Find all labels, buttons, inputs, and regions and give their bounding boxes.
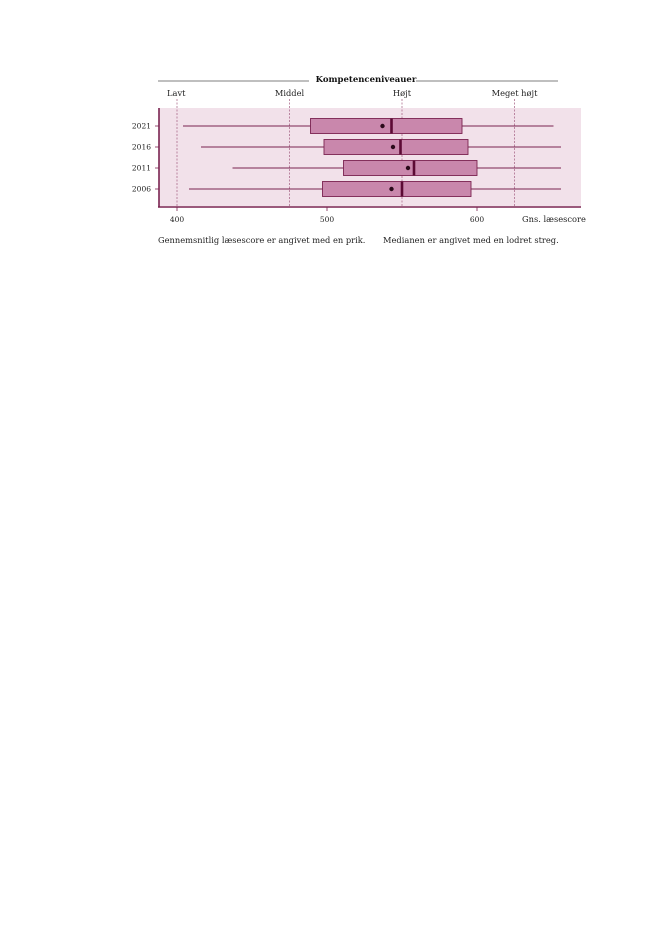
box-2006 — [189, 181, 561, 197]
x-tick-label: 400 — [170, 215, 185, 224]
y-tick-label: 2011 — [132, 164, 151, 173]
mean-dot — [390, 144, 396, 150]
x-axis-title: Gns. læsescore — [522, 214, 586, 224]
box-iqr — [322, 181, 472, 197]
mean-dot — [380, 123, 385, 129]
box-iqr — [343, 160, 478, 176]
box-iqr — [323, 139, 469, 155]
x-tick-label: 600 — [470, 215, 485, 224]
caption-mean-note: Gennemsnitlig læsescore er angivet med e… — [158, 235, 366, 245]
box-2021 — [183, 118, 554, 134]
competence-level-label: Lavt — [167, 88, 186, 98]
x-tick-label: 500 — [320, 215, 335, 224]
box-2011 — [232, 160, 561, 176]
caption-median-note: Medianen er angivet med en lodret streg. — [383, 235, 559, 245]
y-tick-label: 2006 — [132, 185, 151, 194]
y-tick-label: 2016 — [132, 143, 151, 152]
competence-level-label: Meget højt — [492, 88, 539, 98]
boxplot-chart: Kompetenceniveauer Lavt Middel Højt Meget h… — [132, 75, 586, 224]
y-tick-label: 2021 — [132, 122, 151, 131]
chart-title: Kompetenceniveauer — [316, 75, 417, 85]
mean-dot — [405, 165, 411, 171]
y-axis-ticks: 2021 2016 2011 2006 — [132, 122, 159, 194]
mean-dot — [389, 186, 394, 192]
box-iqr — [310, 118, 463, 134]
box-2016 — [201, 139, 561, 155]
competence-level-label: Middel — [275, 88, 305, 98]
box-series — [183, 118, 561, 197]
competence-level-label: Højt — [393, 88, 412, 98]
competence-level-labels: Lavt Middel Højt Meget højt — [167, 88, 538, 98]
x-axis-ticks: 400 500 600 — [170, 207, 485, 224]
